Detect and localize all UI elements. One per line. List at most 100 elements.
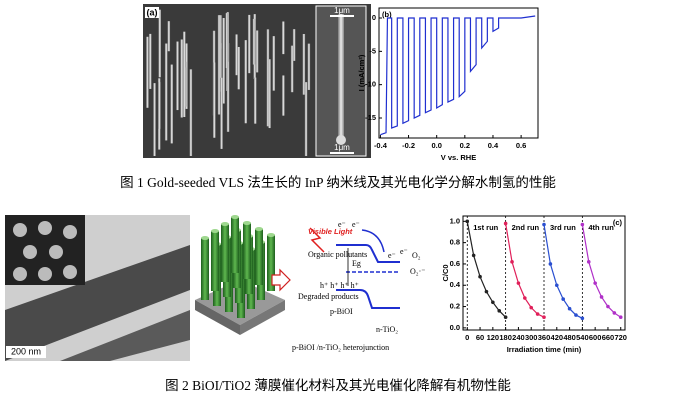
point [484, 289, 489, 294]
nanowire [213, 62, 216, 138]
point [478, 274, 482, 279]
pillar [243, 223, 251, 279]
pillar [221, 224, 229, 282]
line [581, 224, 622, 318]
x-tick-label: 0.0 [431, 141, 441, 150]
diagram-label: p-BiOI [330, 307, 353, 316]
nanowire [307, 43, 311, 90]
line [380, 15, 536, 136]
pillar [201, 238, 209, 300]
diagram-label: p-BiOI /n-TiO₂ heterojunction [292, 343, 389, 352]
y-tick-label: -10 [365, 80, 376, 89]
point [542, 222, 546, 227]
point [567, 306, 572, 311]
x-axis-label: V vs. RHE [441, 153, 476, 162]
line [466, 221, 507, 318]
x-tick-label: 360 [538, 333, 551, 342]
nanowire [148, 33, 152, 89]
point [554, 283, 559, 288]
x-tick-label: 600 [589, 333, 602, 342]
x-tick-label: 660 [602, 333, 615, 342]
y-tick-label: 0 [372, 13, 376, 22]
point [523, 296, 527, 300]
pillar [231, 217, 239, 273]
pillar [255, 229, 263, 285]
diagram-label: e⁻ [338, 220, 346, 229]
diagram-label: O₂·⁻ [410, 267, 425, 276]
y-tick-label: 0.6 [450, 259, 460, 268]
label-bg [145, 7, 159, 18]
pillar-top [221, 222, 229, 226]
point [542, 315, 546, 320]
y-tick-label: -5 [369, 46, 376, 55]
nanowire [219, 15, 222, 49]
nanowire [282, 21, 285, 55]
x-tick-label: 0.6 [516, 141, 526, 150]
nanowire [176, 41, 179, 111]
nanowire [252, 18, 256, 65]
x-tick-label: 240 [512, 333, 525, 342]
pillar-top [267, 233, 275, 237]
x-tick-label: 480 [563, 333, 576, 342]
electron-arrow [361, 229, 385, 253]
nanowire [219, 43, 222, 92]
valence-band [336, 289, 400, 309]
point [574, 313, 578, 317]
point [503, 221, 508, 226]
point [516, 281, 521, 285]
point [599, 295, 604, 299]
nanowire [290, 45, 294, 93]
series-label: 2nd run [512, 223, 540, 232]
nanowire [304, 82, 308, 156]
nanowire [158, 82, 161, 129]
series-label: 4th run [588, 223, 614, 232]
point [510, 260, 514, 264]
pillar-top [211, 229, 219, 233]
substrate [240, 300, 285, 335]
y-axis-label: C/C0 [441, 264, 450, 281]
nanowire [244, 40, 247, 124]
tem-rod [60, 310, 190, 361]
diagram-label: Visible Light [308, 227, 353, 236]
x-tick-label: 60 [476, 333, 484, 342]
diagram-label: Organic pollutants [308, 250, 367, 259]
x-tick-label: -0.2 [402, 141, 415, 150]
x-tick-label: 720 [614, 333, 627, 342]
y-axis-label: I (mA/cm²) [357, 54, 366, 91]
point [618, 315, 623, 320]
y-tick-label: 0.4 [450, 280, 461, 289]
x-tick-label: 300 [525, 333, 538, 342]
diagram-label: O₂ [412, 251, 421, 260]
point [465, 219, 470, 224]
nanowire [266, 29, 270, 127]
diagram-label: n-TiO₂ [376, 325, 398, 334]
light-arrow [309, 227, 325, 253]
diagram-label: e⁻ [400, 247, 408, 256]
point [580, 316, 585, 321]
tem-rod [5, 245, 190, 361]
nanowire [180, 39, 184, 118]
y-tick-label: 0.8 [450, 238, 460, 247]
x-tick-label: 540 [576, 333, 589, 342]
scale-bar-label: 1μm [334, 143, 350, 152]
gold-seed [336, 135, 346, 145]
nanowire [302, 33, 306, 95]
point [586, 260, 591, 264]
point [491, 300, 495, 305]
pillar-top [231, 215, 239, 219]
x-tick-label: 0.4 [488, 141, 499, 150]
nanowire [164, 43, 168, 141]
pillar-top [255, 227, 263, 231]
point [606, 304, 610, 309]
nanowire [237, 46, 240, 90]
nanowire [189, 69, 193, 156]
y-tick-label: 0.0 [450, 323, 460, 332]
panel-label: (c) [613, 218, 623, 227]
y-tick-label: 0.2 [450, 302, 460, 311]
x-tick-label: 420 [551, 333, 564, 342]
nanowire [247, 14, 251, 74]
point [497, 309, 502, 313]
x-tick-label: 0 [465, 333, 469, 342]
nanowire [253, 77, 257, 124]
pillar-top [201, 236, 209, 240]
